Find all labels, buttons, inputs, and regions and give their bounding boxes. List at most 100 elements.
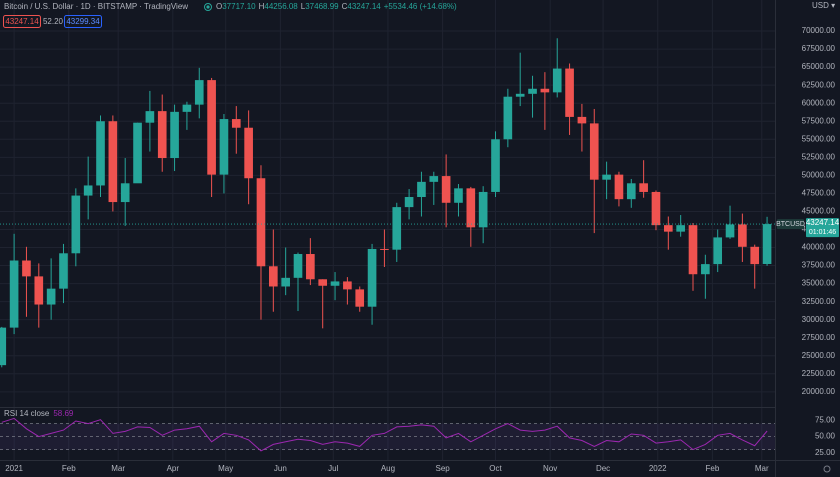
candle-body: [59, 253, 68, 289]
candle-body: [182, 104, 192, 112]
y-tick-label: 67500.00: [802, 44, 836, 53]
candle-body: [466, 188, 476, 228]
x-tick-label: Sep: [435, 464, 450, 473]
x-tick-label: Mar: [111, 464, 125, 473]
x-tick-label: 2022: [649, 464, 667, 473]
y-tick-label: 55000.00: [802, 134, 836, 143]
y-tick-label: 25000.00: [802, 351, 836, 360]
candle-body: [577, 116, 587, 124]
y-tick-label: 65000.00: [802, 62, 836, 71]
symbol-tag: [777, 219, 804, 230]
candle-body: [281, 277, 290, 287]
currency[interactable]: USD ▾: [812, 1, 835, 10]
y-tick-label: 52500.00: [802, 152, 836, 161]
y-tick-label: 45000.00: [802, 207, 836, 216]
buy-price[interactable]: 43299.34: [66, 17, 100, 26]
rsi-tick-label: 25.00: [815, 448, 836, 457]
candle-body: [392, 207, 402, 250]
candle-body: [133, 122, 142, 184]
candle-body: [0, 327, 7, 366]
candle-body: [738, 224, 747, 247]
y-tick-label: 32500.00: [802, 297, 836, 306]
candle-body: [219, 119, 229, 175]
ohlc-key: H: [259, 2, 265, 11]
candle-body: [688, 225, 698, 275]
candle-body: [194, 80, 204, 105]
candle-body: [663, 225, 673, 232]
x-tick-label: Feb: [706, 464, 720, 473]
candle-body: [429, 176, 439, 182]
y-tick-label: 60000.00: [802, 98, 836, 107]
sell-box[interactable]: [3, 15, 41, 28]
candle-body: [22, 260, 31, 277]
candle-body: [318, 279, 328, 286]
y-tick-label: 35000.00: [802, 279, 836, 288]
ohlc-key: O: [216, 2, 222, 11]
x-tick-label: Apr: [167, 464, 180, 473]
ohlc-key: L: [301, 2, 306, 11]
candle-body: [83, 185, 93, 196]
y-tick-label: 50000.00: [802, 170, 836, 179]
rsi-tick-label: 75.00: [815, 415, 836, 424]
y-tick-label: 22500.00: [802, 369, 836, 378]
change: +5534.46 (+14.68%): [384, 2, 457, 11]
candle-body: [367, 248, 377, 307]
candle-body: [614, 174, 624, 200]
x-tick-label: 2021: [5, 464, 23, 473]
candle-body: [602, 174, 611, 180]
x-tick-label: Nov: [543, 464, 557, 473]
candle-body: [750, 246, 760, 265]
candle-body: [491, 139, 500, 192]
candle-body: [478, 191, 488, 228]
y-tick-label: 47500.00: [802, 189, 836, 198]
settings-icon[interactable]: [823, 465, 831, 473]
x-tick-label: Jun: [274, 464, 287, 473]
candle-body: [540, 88, 550, 93]
candle-body: [380, 248, 389, 250]
rsi-title: RSI 14 close: [4, 409, 50, 418]
candle-body: [417, 181, 426, 198]
candle-body: [528, 88, 537, 94]
candle-body: [676, 225, 685, 232]
sell-price[interactable]: 43247.14: [5, 17, 39, 26]
candle-body: [701, 264, 710, 275]
candle-body: [231, 119, 241, 128]
candle-body: [34, 276, 44, 305]
y-tick-label: 27500.00: [802, 333, 836, 342]
candle-body: [589, 123, 599, 180]
candle-body: [306, 254, 315, 280]
candle-body: [207, 80, 216, 175]
candle-body: [256, 178, 266, 267]
x-tick-label: Aug: [381, 464, 395, 473]
header-title: Bitcoin / U.S. Dollar · 1D · BITSTAMP · …: [4, 2, 188, 11]
x-tick-label: May: [218, 464, 233, 473]
status-icon: [204, 3, 212, 11]
grid: [0, 0, 775, 460]
candle-body: [343, 281, 352, 290]
rsi-tick-label: 50.00: [815, 432, 836, 441]
candle-body: [454, 188, 463, 203]
x-tick-label: Feb: [62, 464, 76, 473]
plot: [0, 38, 775, 452]
y-tick-label: 37500.00: [802, 261, 836, 270]
spread: 52.20: [43, 17, 64, 26]
header: Bitcoin / U.S. Dollar · 1D · BITSTAMP · …: [3, 1, 835, 473]
candle-body: [565, 68, 574, 117]
rsi-value: 58.69: [53, 409, 74, 418]
y-tick-label: 30000.00: [802, 315, 836, 324]
x-tick-label: Oct: [489, 464, 502, 473]
candle-body: [46, 288, 56, 305]
ohlc-value: 37717.10: [222, 2, 256, 11]
candle-body: [244, 127, 253, 179]
ohlc-key: C: [342, 2, 348, 11]
candle-body: [515, 93, 525, 97]
candle-body: [355, 289, 365, 307]
candle-body: [330, 281, 340, 286]
y-tick-label: 20000.00: [802, 387, 836, 396]
candle-body: [626, 183, 636, 200]
buy-box[interactable]: [64, 15, 102, 28]
candle-body: [96, 121, 105, 186]
candle-body: [120, 183, 130, 203]
